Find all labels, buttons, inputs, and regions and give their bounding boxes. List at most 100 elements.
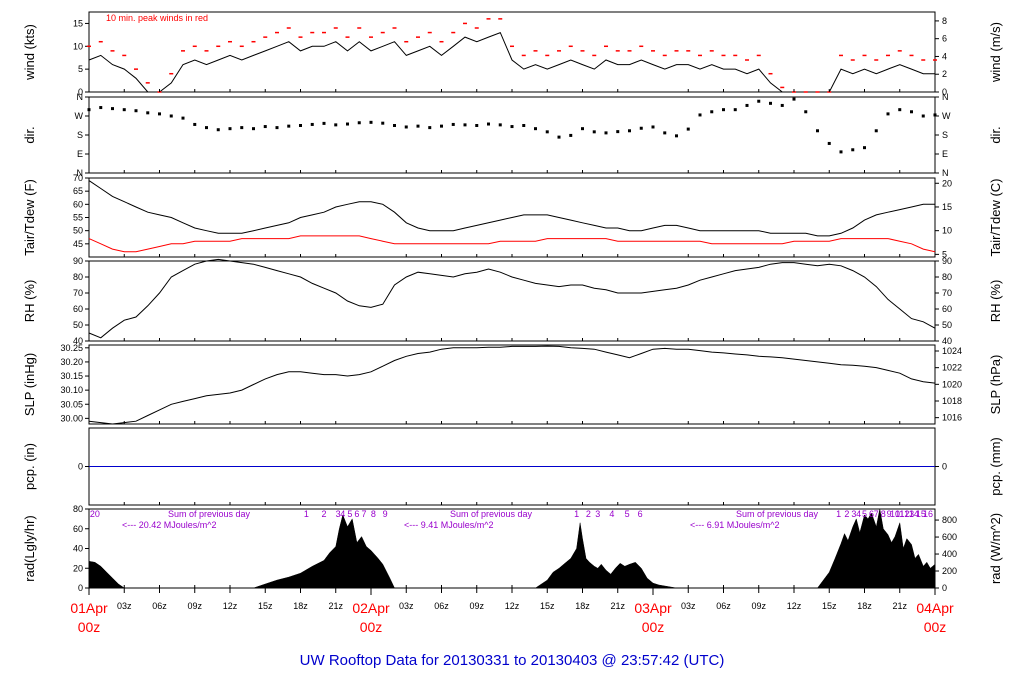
wind-dir-point: [534, 127, 537, 131]
hour-mark-label: 1: [304, 509, 309, 519]
hour-mark-label: 4: [609, 509, 614, 519]
series-line: [88, 235, 936, 253]
y-axis-label: Tair/Tdew (F): [22, 179, 37, 256]
sum-label: Sum of previous day: [168, 509, 251, 519]
y-axis-label-right: dir.: [988, 126, 1003, 143]
date-hour-label: 00z: [642, 619, 665, 635]
wind-dir-point: [99, 106, 103, 110]
y-tick-label-right: 15: [942, 202, 952, 212]
y-tick-label-right: W: [942, 111, 951, 121]
hour-mark-label: 5: [862, 509, 867, 519]
y-axis-label: pcp. (in): [22, 443, 37, 490]
hour-mark-label: 1: [836, 509, 841, 519]
hour-mark-label: 4: [856, 509, 861, 519]
y-tick-label-right: 20: [942, 178, 952, 188]
y-tick-label-right: 10: [942, 226, 952, 236]
hour-mark-label: 9: [383, 509, 388, 519]
x-tick-label: 09z: [751, 601, 766, 611]
hour-mark-label: 3: [336, 509, 341, 519]
y-tick-label-right: S: [942, 130, 948, 140]
hour-mark-label: 2: [586, 509, 591, 519]
hour-mark-label: 5: [625, 509, 630, 519]
wind-dir-point: [252, 127, 255, 131]
wind-dir-point: [287, 124, 291, 128]
y-tick-label-left: 70: [73, 173, 83, 183]
wind-dir-point: [910, 110, 913, 114]
panel-precip: 0 0 pcp. (in) pcp. (mm): [22, 427, 1003, 506]
y-tick-label-right: 1020: [942, 379, 962, 389]
y-axis-label: wind (kts): [22, 24, 37, 81]
wind-dir-point: [839, 150, 843, 154]
wind-dir-point: [111, 107, 114, 111]
wind-dir-point: [428, 126, 432, 130]
wind-dir-point: [557, 135, 561, 139]
y-tick-label-right: 2: [942, 69, 947, 79]
y-tick-label-left: 90: [73, 256, 83, 266]
date-label: 03Apr: [634, 600, 672, 616]
x-tick-label: 15z: [822, 601, 837, 611]
wind-dir-point: [404, 125, 408, 129]
x-tick-label: 18z: [857, 601, 872, 611]
wind-dir-point: [675, 134, 678, 138]
hour-mark-label: 5: [347, 509, 352, 519]
wind-dir-point: [87, 108, 91, 112]
y-axis-label-right: wind (m/s): [988, 22, 1003, 83]
x-tick-label: 18z: [575, 601, 590, 611]
x-tick-label: 18z: [293, 601, 308, 611]
y-tick-label-right: 90: [942, 256, 952, 266]
y-tick-label-left: 60: [73, 524, 83, 534]
y-tick-label-left: 60: [73, 199, 83, 209]
wind-dir-point: [757, 99, 761, 103]
x-tick-label: 03z: [117, 601, 132, 611]
panel-slp: 30.00 30.05 30.10 30.15 30.20 30.25 1016 1018 10…: [22, 343, 1003, 425]
x-tick-label: 06z: [716, 601, 731, 611]
y-tick-label-left: 40: [73, 336, 83, 346]
y-tick-label-right: 60: [942, 304, 952, 314]
wind-dir-point: [733, 108, 737, 112]
y-tick-label-left: 0: [78, 583, 83, 593]
date-label: 04Apr: [916, 600, 954, 616]
panel-rh: 40 50 60 70 80 90 40 50 60 70 80 90 RH (%) RH (%): [22, 256, 1003, 346]
y-tick-label-right: N: [942, 168, 949, 178]
wind-dir-point: [569, 133, 573, 137]
y-tick-label-right: 50: [942, 320, 952, 330]
y-axis-label-right: SLP (hPa): [988, 355, 1003, 415]
wind-dir-point: [357, 121, 361, 125]
date-hour-label: 00z: [78, 619, 101, 635]
wind-dir-point: [827, 141, 831, 145]
wind-dir-point: [663, 131, 667, 135]
hour-mark-label: 12: [899, 509, 909, 519]
hour-mark-label: 8: [371, 509, 376, 519]
hour-mark-label: 3: [851, 509, 856, 519]
y-tick-label-left: S: [77, 130, 83, 140]
wind-dir-point: [745, 103, 749, 107]
y-tick-label-left: 0: [78, 462, 83, 472]
y-tick-label-right: 0: [942, 462, 947, 472]
hour-mark-label: 3: [595, 509, 600, 519]
series-line: [88, 258, 936, 339]
y-tick-label-left: W: [75, 111, 84, 121]
wind-dir-point: [263, 125, 267, 129]
wind-dir-point: [863, 146, 866, 150]
x-tick-label: 15z: [540, 601, 555, 611]
y-tick-label-right: 0: [942, 87, 947, 97]
date-hour-label: 00z: [924, 619, 947, 635]
wind-dir-point: [134, 109, 138, 113]
sum-value: <--- 9.41 MJoules/m^2: [404, 520, 494, 530]
y-tick-label-right: E: [942, 149, 948, 159]
y-tick-label-right: 1022: [942, 363, 962, 373]
y-tick-label-right: 8: [942, 16, 947, 26]
y-tick-label-left: 5: [78, 64, 83, 74]
y-tick-label-left: 30.05: [60, 399, 83, 409]
hour-mark-label: 1: [574, 509, 579, 519]
series-line: [88, 345, 936, 425]
x-tick-label: 15z: [258, 601, 273, 611]
y-tick-label-right: 70: [942, 288, 952, 298]
hour-mark-label: 6: [354, 509, 359, 519]
wind-dir-point: [628, 129, 631, 133]
panel-frame: [88, 96, 936, 174]
y-tick-label-left: 50: [73, 226, 83, 236]
y-tick-label-right: 800: [942, 515, 957, 525]
hour-mark-label: 8: [881, 509, 886, 519]
